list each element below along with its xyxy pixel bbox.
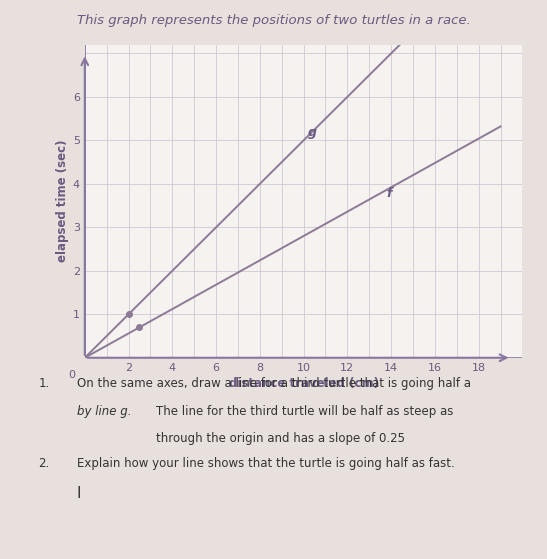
Text: On the same axes, draw a line for a third turtle that is going half a: On the same axes, draw a line for a thir…	[77, 377, 470, 390]
Text: by line g.: by line g.	[77, 405, 131, 418]
Text: This graph represents the positions of two turtles in a race.: This graph represents the positions of t…	[77, 14, 470, 27]
Text: g: g	[308, 126, 317, 139]
Text: Explain how your line shows that the turtle is going half as fast.: Explain how your line shows that the tur…	[77, 457, 455, 470]
Text: 0: 0	[68, 370, 75, 380]
Text: I: I	[77, 486, 81, 501]
Text: 1.: 1.	[38, 377, 50, 390]
Y-axis label: elapsed time (sec): elapsed time (sec)	[56, 140, 68, 263]
Text: The line for the third turtle will be half as steep as: The line for the third turtle will be ha…	[156, 405, 453, 418]
X-axis label: distance traveled (cm): distance traveled (cm)	[229, 377, 379, 390]
Text: 2.: 2.	[38, 457, 50, 470]
Text: f: f	[387, 187, 392, 200]
Text: through the origin and has a slope of 0.25: through the origin and has a slope of 0.…	[156, 432, 405, 444]
